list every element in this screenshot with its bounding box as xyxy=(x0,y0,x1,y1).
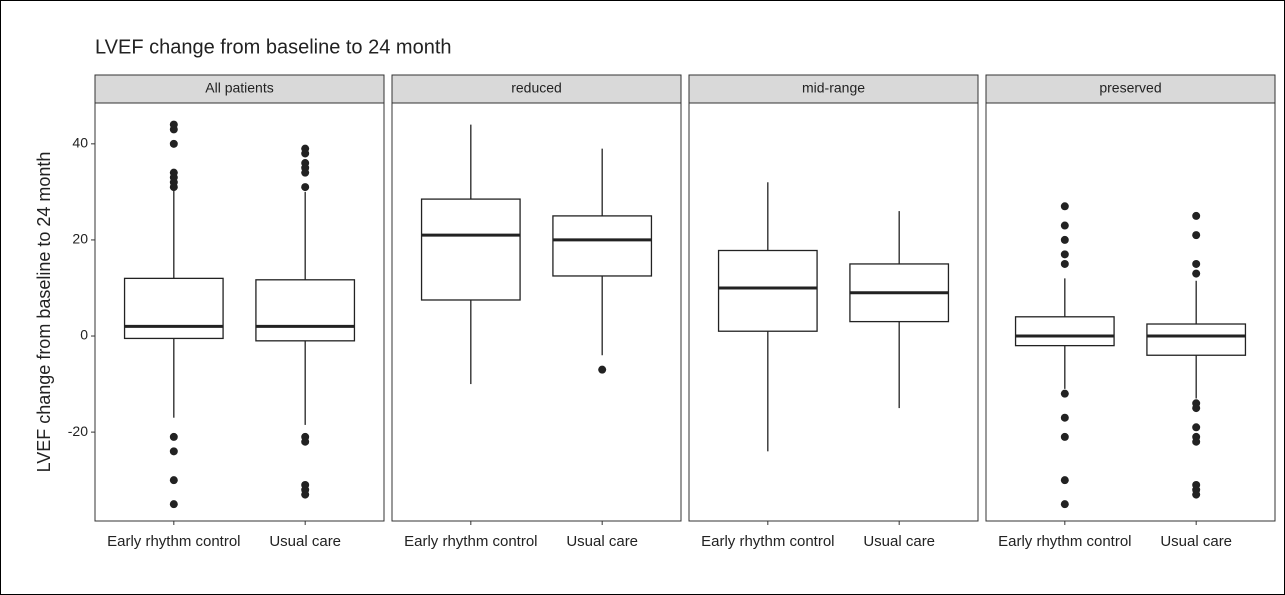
y-tick-label: 20 xyxy=(72,231,88,247)
outlier xyxy=(169,476,178,485)
strip xyxy=(391,74,682,104)
y-tick-label: -20 xyxy=(68,423,88,439)
x-tick-label: Early rhythm control xyxy=(107,533,240,550)
outlier xyxy=(1060,250,1069,259)
outlier xyxy=(1060,221,1069,230)
x-tick-label: Usual care xyxy=(863,533,935,550)
box xyxy=(1146,323,1247,356)
box xyxy=(123,277,224,340)
outlier xyxy=(1060,235,1069,244)
outlier xyxy=(301,168,310,177)
outlier xyxy=(1192,490,1201,499)
outlier xyxy=(1060,259,1069,268)
x-tick-label: Usual care xyxy=(1160,533,1232,550)
box xyxy=(420,198,521,301)
outlier xyxy=(169,500,178,509)
box xyxy=(1014,316,1115,347)
outlier xyxy=(1192,269,1201,278)
x-tick-label: Early rhythm control xyxy=(701,533,834,550)
panel xyxy=(985,102,1276,522)
outlier xyxy=(1060,476,1069,485)
box xyxy=(717,249,818,332)
panel xyxy=(94,102,385,522)
outlier xyxy=(169,125,178,134)
outlier xyxy=(1060,413,1069,422)
outlier xyxy=(301,149,310,158)
outlier xyxy=(1060,432,1069,441)
outlier xyxy=(1192,259,1201,268)
x-tick-label: Early rhythm control xyxy=(998,533,1131,550)
outlier xyxy=(169,139,178,148)
y-tick-label: 0 xyxy=(80,327,88,343)
outlier xyxy=(1192,231,1201,240)
outlier xyxy=(169,432,178,441)
strip xyxy=(94,74,385,104)
outlier xyxy=(1060,389,1069,398)
y-tick-label: 40 xyxy=(72,135,88,151)
panel xyxy=(391,102,682,522)
outlier xyxy=(1192,423,1201,432)
outlier xyxy=(1060,202,1069,211)
strip-label: mid-range xyxy=(802,80,865,96)
panel xyxy=(688,102,979,522)
outlier xyxy=(1060,500,1069,509)
x-tick-label: Early rhythm control xyxy=(404,533,537,550)
outlier xyxy=(169,447,178,456)
x-tick-label: Usual care xyxy=(566,533,638,550)
outlier xyxy=(301,490,310,499)
strip-label: preserved xyxy=(1099,80,1161,96)
outlier xyxy=(1192,437,1201,446)
outlier xyxy=(1192,211,1201,220)
x-tick-label: Usual care xyxy=(269,533,341,550)
strip-label: All patients xyxy=(205,80,273,96)
outlier xyxy=(301,183,310,192)
outlier xyxy=(598,365,607,374)
box xyxy=(255,279,356,342)
outlier xyxy=(301,437,310,446)
chart-title: LVEF change from baseline to 24 month xyxy=(95,36,452,58)
y-axis-label: LVEF change from baseline to 24 month xyxy=(34,152,54,473)
outlier xyxy=(1192,404,1201,413)
strip-label: reduced xyxy=(511,80,562,96)
box xyxy=(552,215,653,277)
outlier xyxy=(169,183,178,192)
